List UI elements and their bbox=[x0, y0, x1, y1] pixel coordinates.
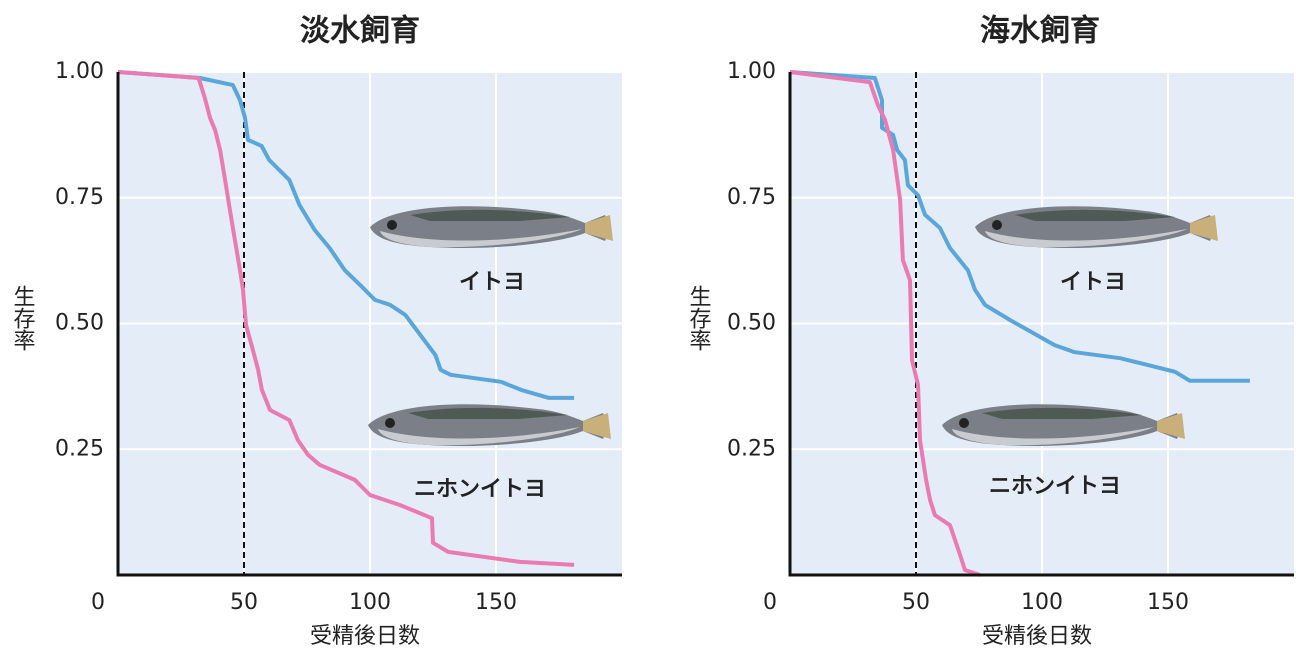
x-tick-label: 0 bbox=[91, 590, 105, 615]
y-tick-label: 0.50 bbox=[727, 311, 776, 336]
y-axis-label: 生存率 bbox=[686, 285, 712, 351]
x-tick-label: 50 bbox=[230, 590, 258, 615]
series-label: イトヨ bbox=[1060, 270, 1126, 295]
x-tick-label: 150 bbox=[1147, 590, 1189, 615]
chart-title: 淡水飼育 bbox=[300, 14, 420, 49]
y-tick-label: 0.75 bbox=[55, 185, 104, 210]
x-tick-label: 50 bbox=[902, 590, 930, 615]
y-tick-label: 0.50 bbox=[55, 311, 104, 336]
series-label: ニホンイトヨ bbox=[989, 474, 1121, 499]
chart-title: 海水飼育 bbox=[980, 14, 1100, 49]
x-tick-label: 100 bbox=[1021, 590, 1063, 615]
y-tick-label: 0.25 bbox=[727, 436, 776, 461]
survival-line bbox=[117, 70, 575, 400]
y-tick-label: 1.00 bbox=[55, 59, 104, 84]
survival-line bbox=[789, 70, 981, 577]
series-label: イトヨ bbox=[459, 270, 525, 295]
series-label: ニホンイトヨ bbox=[414, 477, 546, 502]
y-axis-label: 生存率 bbox=[10, 285, 36, 351]
x-tick-label: 0 bbox=[763, 590, 777, 615]
survival-line bbox=[117, 70, 575, 567]
y-tick-label: 0.25 bbox=[55, 436, 104, 461]
x-tick-label: 150 bbox=[475, 590, 517, 615]
x-tick-label: 100 bbox=[349, 590, 391, 615]
x-axis-label: 受精後日数 bbox=[982, 624, 1092, 649]
y-tick-label: 0.75 bbox=[727, 185, 776, 210]
x-axis-label: 受精後日数 bbox=[310, 624, 420, 649]
y-tick-label: 1.00 bbox=[727, 59, 776, 84]
